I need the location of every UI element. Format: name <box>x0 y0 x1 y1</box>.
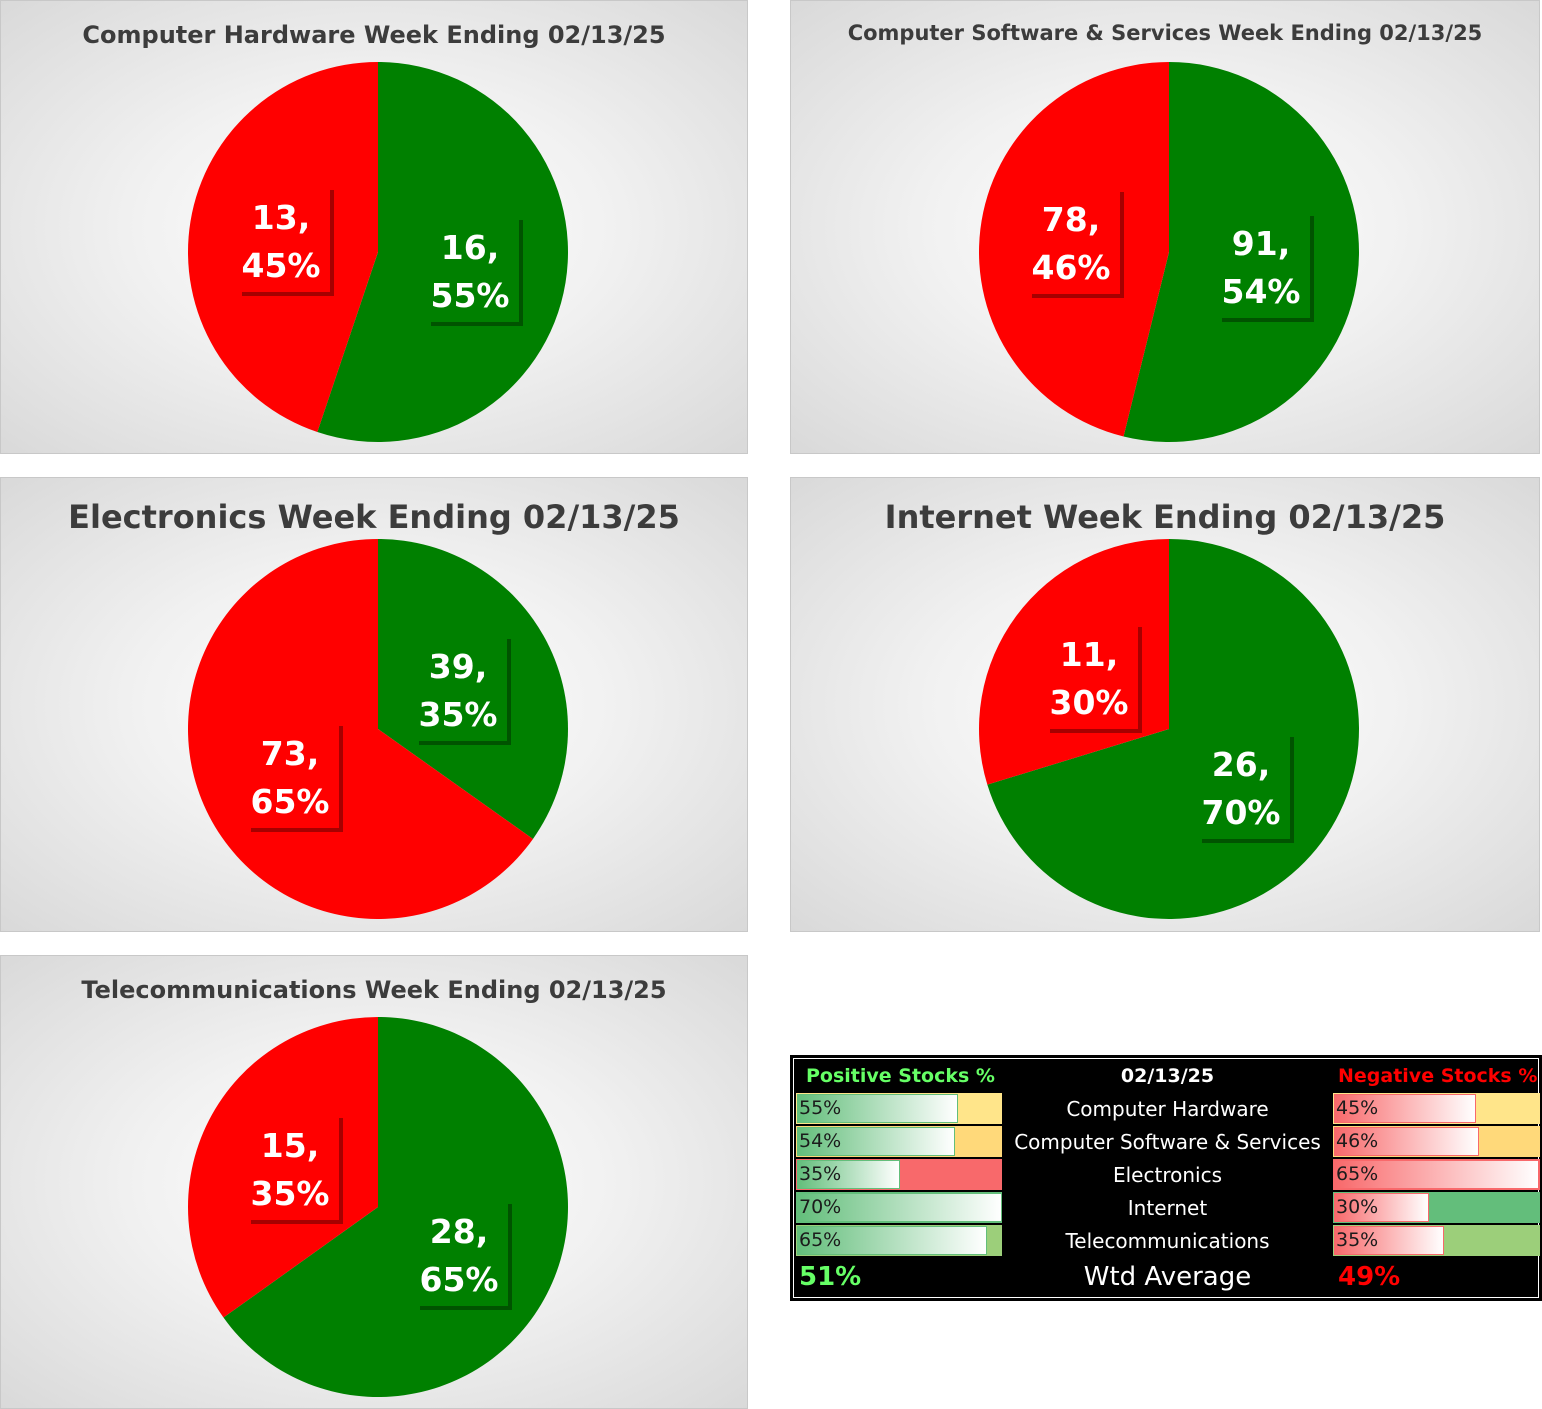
table-row: 35% Electronics 65% <box>796 1158 1540 1191</box>
pie-svg: 28,65%15,35% <box>188 1017 568 1397</box>
total-row: 51% Wtd Average 49% <box>796 1260 1536 1296</box>
positive-value: 35% <box>799 1163 842 1185</box>
label-count: 91, <box>1232 224 1290 263</box>
pie-chart-electronics: Electronics Week Ending 02/13/25 39, 35% 7… <box>0 477 748 932</box>
positive-bar <box>797 1127 956 1156</box>
positive-bar <box>797 1160 900 1189</box>
positive-bar <box>797 1094 959 1123</box>
total-positive: 51% <box>799 1262 862 1292</box>
positive-bar <box>797 1193 1002 1222</box>
summary-table: Positive Stocks % 02/13/25 Negative Stoc… <box>790 1055 1542 1301</box>
label-percent: 45% <box>242 246 321 285</box>
label-percent: 35% <box>419 695 498 734</box>
negative-cell: 30% <box>1333 1192 1540 1223</box>
positive-cell: 35% <box>796 1159 1002 1190</box>
table-row: 70% Internet 30% <box>796 1191 1540 1224</box>
header-positive: Positive Stocks % <box>806 1065 995 1087</box>
negative-bar <box>1334 1193 1429 1222</box>
negative-cell: 46% <box>1333 1126 1540 1157</box>
positive-value: 65% <box>799 1229 842 1251</box>
label-count: 15, <box>261 1126 319 1165</box>
label-count: 78, <box>1042 200 1100 239</box>
negative-cell: 65% <box>1333 1159 1540 1190</box>
pie-svg: 16,55%13,45% <box>188 62 569 443</box>
label-count: 39, <box>429 647 487 686</box>
data-label-positive: 91,54% <box>1218 212 1314 322</box>
data-label-positive: 26,70% <box>1198 733 1294 843</box>
label-percent: 65% <box>420 1260 499 1299</box>
header-date: 02/13/25 <box>1120 1065 1215 1087</box>
negative-value: 46% <box>1336 1130 1379 1152</box>
pie-svg: 39,35%73,65% <box>187 539 568 919</box>
pie-chart-telecommunications: Telecommunications Week Ending 02/13/25 … <box>0 955 748 1409</box>
total-label: Wtd Average <box>1083 1262 1252 1292</box>
chart-title: Computer Hardware Week Ending 02/13/25 <box>82 21 666 49</box>
positive-cell: 55% <box>796 1093 1002 1124</box>
label-count: 16, <box>441 228 499 267</box>
chart-title: Computer Software & Services Week Ending… <box>847 21 1483 45</box>
label-count: 13, <box>252 198 310 237</box>
data-label-negative: 11,30% <box>1046 623 1142 733</box>
label-count: 26, <box>1212 745 1270 784</box>
table-row: 55% Computer Hardware 45% <box>796 1092 1540 1125</box>
negative-value: 35% <box>1336 1229 1379 1251</box>
category-name: Internet <box>1127 1196 1208 1220</box>
label-percent: 35% <box>251 1174 330 1213</box>
category-name: Computer Software & Services <box>1014 1130 1321 1154</box>
header-negative: Negative Stocks % <box>1338 1065 1538 1087</box>
negative-value: 65% <box>1336 1163 1379 1185</box>
category-name: Computer Hardware <box>1066 1097 1269 1121</box>
negative-bar <box>1334 1127 1480 1156</box>
label-count: 11, <box>1060 635 1118 674</box>
negative-cell: 35% <box>1333 1225 1540 1256</box>
label-count: 73, <box>261 734 319 773</box>
pie-chart-internet: Internet Week Ending 02/13/25 26, 70% 11, 3… <box>790 477 1540 932</box>
positive-cell: 54% <box>796 1126 1002 1157</box>
data-label-negative: 13,45% <box>238 186 334 296</box>
data-label-positive: 16,55% <box>427 216 523 326</box>
data-label-positive: 39,35% <box>415 635 511 745</box>
data-label-negative: 73,65% <box>247 722 343 832</box>
label-percent: 54% <box>1222 272 1301 311</box>
positive-value: 55% <box>799 1097 842 1119</box>
category-name: Telecommunications <box>1065 1229 1270 1253</box>
label-count: 28, <box>430 1212 488 1251</box>
label-percent: 46% <box>1032 248 1111 287</box>
negative-value: 45% <box>1336 1097 1379 1119</box>
negative-bar <box>1334 1094 1476 1123</box>
data-label-negative: 15,35% <box>247 1114 343 1224</box>
negative-bar <box>1334 1160 1539 1189</box>
summary-header-row: Positive Stocks % 02/13/25 Negative Stoc… <box>796 1059 1538 1092</box>
positive-cell: 70% <box>796 1192 1002 1223</box>
negative-value: 30% <box>1336 1196 1379 1218</box>
data-label-negative: 78,46% <box>1028 188 1124 298</box>
label-percent: 70% <box>1202 793 1281 832</box>
label-percent: 30% <box>1050 683 1129 722</box>
pie-svg: 91,54%78,46% <box>979 62 1359 442</box>
total-negative: 49% <box>1338 1262 1401 1292</box>
positive-value: 54% <box>799 1130 842 1152</box>
positive-value: 70% <box>799 1196 842 1218</box>
data-label-positive: 28,65% <box>416 1200 512 1310</box>
label-percent: 65% <box>251 782 330 821</box>
category-name: Electronics <box>1112 1163 1222 1187</box>
pie-chart-computer-software-services: Computer Software & Services Week Ending… <box>790 0 1540 454</box>
negative-cell: 45% <box>1333 1093 1540 1124</box>
pie-chart-computer-hardware: Computer Hardware Week Ending 02/13/25 1… <box>0 0 748 454</box>
positive-bar <box>797 1226 988 1255</box>
positive-cell: 65% <box>796 1225 1002 1256</box>
chart-title: Telecommunications Week Ending 02/13/25 <box>81 976 667 1004</box>
pie-svg: 26,70%11,30% <box>979 539 1359 919</box>
label-percent: 55% <box>431 276 510 315</box>
table-row: 65% Telecommunications 35% <box>796 1224 1540 1257</box>
table-row: 54% Computer Software & Services 46% <box>796 1125 1540 1158</box>
chart-title: Internet Week Ending 02/13/25 <box>884 498 1446 536</box>
chart-title: Electronics Week Ending 02/13/25 <box>68 498 680 536</box>
negative-bar <box>1334 1226 1445 1255</box>
